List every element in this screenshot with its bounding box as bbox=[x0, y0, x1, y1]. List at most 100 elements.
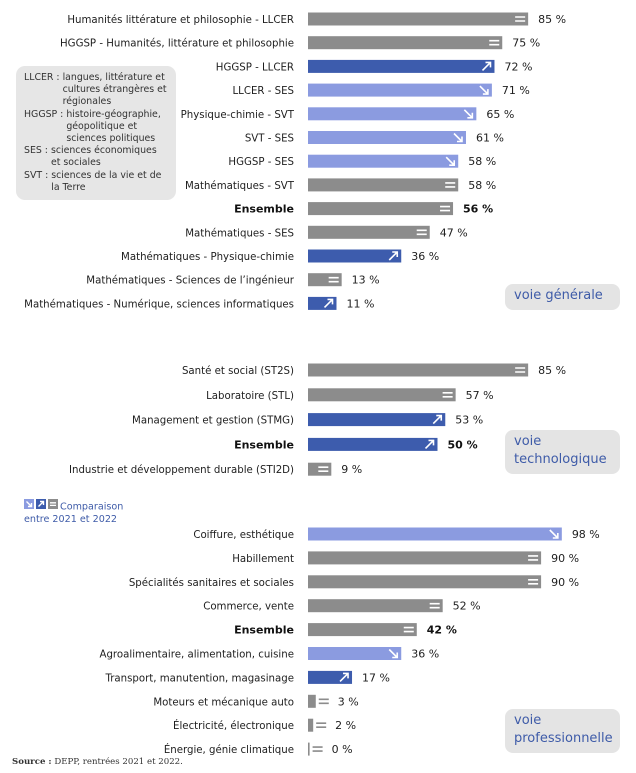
bar bbox=[308, 527, 562, 541]
category-label: Moteurs et mécanique auto bbox=[153, 696, 294, 708]
trend-down-icon bbox=[463, 109, 474, 119]
bar bbox=[308, 131, 466, 144]
data-label: 36 % bbox=[411, 648, 439, 661]
bar bbox=[308, 718, 314, 732]
data-label: 53 % bbox=[455, 414, 483, 427]
source-note: Source : DEPP, rentrées 2021 et 2022. bbox=[12, 757, 183, 767]
stable-icon bbox=[489, 39, 500, 46]
stable-icon bbox=[312, 746, 323, 752]
bar bbox=[308, 623, 417, 637]
stable-icon bbox=[528, 555, 539, 561]
legend-entry: HGGSP : histoire-géographie, géopolitiqu… bbox=[24, 108, 161, 145]
category-label: Management et gestion (STMG) bbox=[132, 416, 294, 427]
stable-icon bbox=[515, 367, 526, 373]
trend-down-icon bbox=[388, 648, 399, 659]
category-label: Santé et social (ST2S) bbox=[182, 365, 294, 377]
bar bbox=[308, 363, 529, 377]
bar bbox=[308, 154, 459, 168]
category-label: Ensemble bbox=[234, 203, 294, 216]
bar bbox=[308, 647, 402, 660]
track-tag-general: voie générale bbox=[505, 284, 620, 310]
bar bbox=[308, 178, 459, 192]
data-label: 3 % bbox=[338, 695, 359, 708]
stable-icon bbox=[318, 698, 329, 705]
trend-down-icon bbox=[24, 499, 34, 509]
data-label: 36 % bbox=[411, 250, 439, 263]
category-label: Agroalimentaire, alimentation, cuisine bbox=[100, 650, 295, 661]
category-label: Électricité, électronique bbox=[173, 719, 294, 732]
category-label: Mathématiques - Sciences de l’ingénieur bbox=[86, 275, 295, 287]
source-text: DEPP, rentrées 2021 et 2022. bbox=[54, 757, 183, 767]
data-label: 85 % bbox=[538, 364, 566, 377]
bar bbox=[308, 36, 503, 50]
data-label: 65 % bbox=[486, 108, 514, 121]
category-label: HGGSP - LLCER bbox=[216, 62, 294, 73]
trend-down-icon bbox=[549, 529, 559, 539]
track-tag-label: voie bbox=[514, 434, 542, 449]
stable-icon bbox=[440, 205, 451, 212]
stable-icon bbox=[429, 602, 440, 609]
comparison-legend-line1: Comparaison bbox=[60, 501, 124, 513]
category-label: HGGSP - SES bbox=[228, 157, 294, 168]
data-label: 52 % bbox=[453, 600, 481, 613]
data-label: 50 % bbox=[448, 438, 478, 451]
category-label: Physique-chimie - SVT bbox=[181, 110, 295, 121]
track-tag-label: technologique bbox=[514, 452, 607, 467]
bar bbox=[308, 551, 542, 565]
category-label: Ensemble bbox=[234, 624, 294, 637]
stable-icon bbox=[316, 722, 327, 728]
data-label: 47 % bbox=[440, 226, 468, 239]
trend-down-icon bbox=[453, 132, 463, 143]
trend-up-icon bbox=[481, 61, 492, 71]
abbreviation-legend: LLCER : langues, littérature et cultures… bbox=[16, 66, 176, 200]
bar bbox=[308, 59, 495, 73]
category-label: Commerce, vente bbox=[203, 602, 294, 613]
category-label: Spécialités sanitaires et sociales bbox=[129, 577, 294, 589]
data-label: 9 % bbox=[341, 463, 362, 476]
stable-icon bbox=[416, 229, 427, 236]
bar bbox=[308, 249, 402, 263]
track-tag-technological: voie technologique bbox=[505, 430, 620, 474]
track-tag-label: professionnelle bbox=[514, 731, 613, 746]
data-label: 11 % bbox=[346, 297, 374, 310]
track-tag-professional: voie professionnelle bbox=[505, 709, 620, 753]
stable-icon bbox=[318, 466, 329, 472]
legend-entry: SVT : sciences de la vie et de la Terre bbox=[24, 169, 162, 193]
data-label: 90 % bbox=[551, 576, 579, 589]
trend-up-icon bbox=[432, 414, 443, 425]
bar bbox=[308, 413, 446, 427]
data-label: 2 % bbox=[335, 719, 356, 732]
category-label: Humanités littérature et philosophie - L… bbox=[67, 14, 294, 26]
bar bbox=[308, 107, 477, 121]
bar bbox=[308, 694, 316, 708]
data-label: 17 % bbox=[362, 671, 390, 684]
stable-icon bbox=[528, 579, 539, 585]
comparison-legend-line2: entre 2021 et 2022 bbox=[24, 514, 118, 525]
bar bbox=[308, 575, 542, 589]
category-label: Transport, manutention, magasinage bbox=[104, 673, 294, 684]
data-label: 42 % bbox=[427, 624, 457, 637]
stable-icon bbox=[403, 626, 414, 633]
category-label: Mathématiques - SES bbox=[185, 227, 294, 239]
source-label: Source : bbox=[12, 757, 52, 767]
trend-up-icon bbox=[388, 251, 399, 261]
category-label: Habillement bbox=[232, 554, 294, 565]
trend-icons bbox=[24, 499, 58, 514]
category-label: Énergie, génie climatique bbox=[164, 743, 294, 756]
data-label: 56 % bbox=[463, 203, 493, 216]
category-label: Laboratoire (STL) bbox=[206, 391, 294, 402]
bar bbox=[308, 462, 332, 476]
trend-up-icon bbox=[36, 499, 46, 509]
category-label: Ensemble bbox=[234, 438, 294, 451]
category-label: LLCER - SES bbox=[232, 86, 294, 97]
bar bbox=[308, 12, 529, 26]
track-tag-label: voie bbox=[514, 713, 542, 728]
data-label: 90 % bbox=[551, 552, 579, 565]
data-label: 75 % bbox=[512, 37, 540, 50]
category-label: Mathématiques - SVT bbox=[185, 180, 295, 192]
data-label: 57 % bbox=[466, 389, 494, 402]
bar bbox=[308, 599, 443, 613]
bar bbox=[308, 388, 456, 402]
data-label: 71 % bbox=[502, 84, 530, 97]
data-label: 58 % bbox=[468, 179, 496, 192]
